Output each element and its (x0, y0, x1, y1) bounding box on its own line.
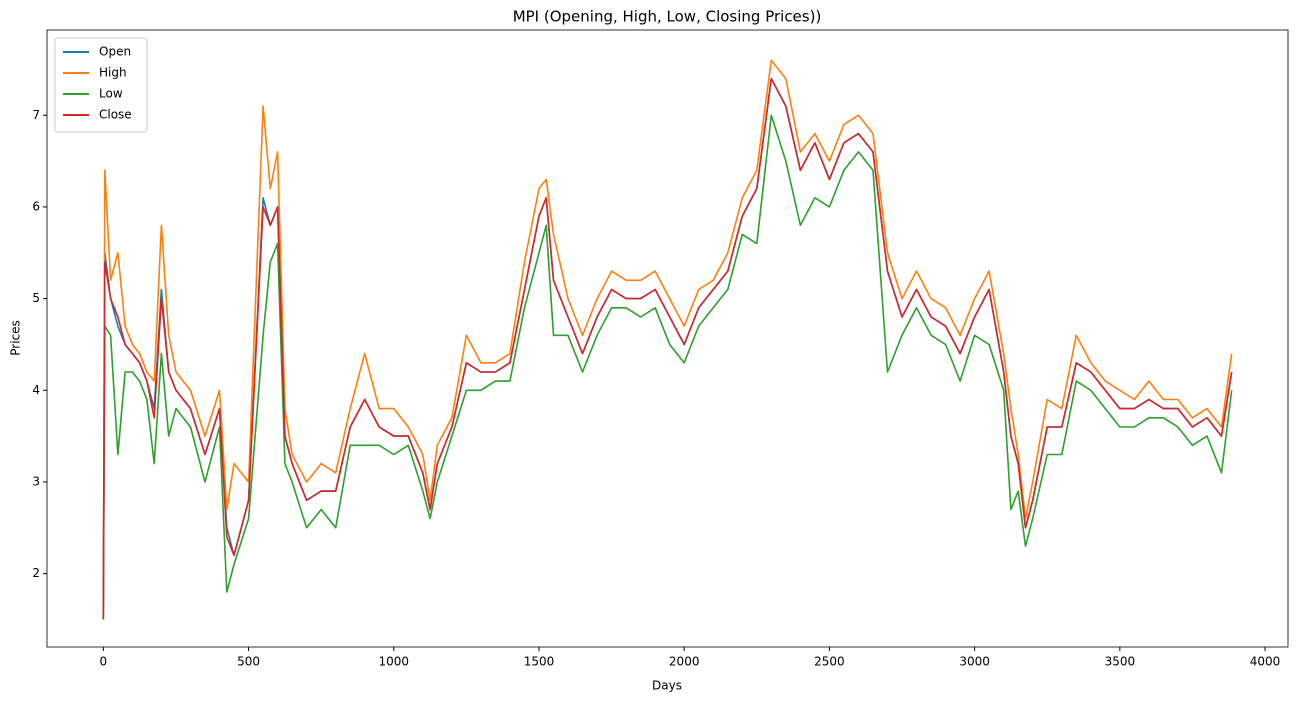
data-line (102, 77, 1233, 620)
x-tick-label: 3000 (959, 655, 990, 669)
data-line (102, 114, 1233, 620)
x-tick-label: 0 (100, 655, 108, 669)
chart-title: MPI (Opening, High, Low, Closing Prices)… (513, 8, 822, 26)
x-tick-label: 2500 (814, 655, 845, 669)
data-line (102, 77, 1233, 620)
y-tick-label: 6 (32, 199, 40, 213)
legend-label: Low (99, 87, 123, 101)
y-tick-label: 4 (32, 383, 40, 397)
x-tick-label: 500 (237, 655, 260, 669)
legend-label: Close (99, 108, 132, 122)
legend-label: Open (99, 45, 131, 59)
legend-label: High (99, 66, 127, 80)
y-tick-label: 5 (32, 291, 40, 305)
x-tick-label: 1000 (378, 655, 409, 669)
data-line (102, 59, 1233, 611)
x-tick-label: 1500 (524, 655, 555, 669)
x-axis-label: Days (652, 679, 682, 693)
y-tick-label: 3 (32, 474, 40, 488)
x-tick-label: 4000 (1250, 655, 1281, 669)
y-tick-label: 2 (32, 566, 40, 580)
x-tick-label: 3500 (1105, 655, 1136, 669)
x-tick-label: 2000 (669, 655, 700, 669)
plot-frame (46, 29, 1289, 648)
y-tick-label: 7 (32, 108, 40, 122)
legend-box (54, 37, 148, 133)
y-axis-label: Prices (9, 320, 23, 356)
